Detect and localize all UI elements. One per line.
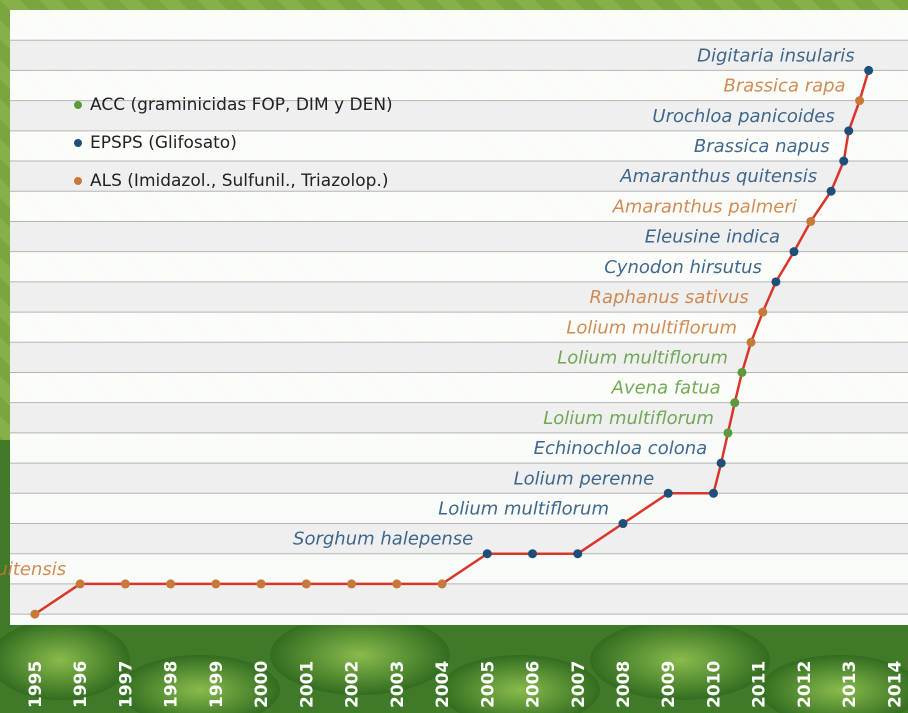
data-point (709, 489, 718, 498)
legend-marker (74, 177, 82, 185)
data-point (806, 217, 815, 226)
point-label: Digitaria insularis (697, 45, 855, 66)
grid-band (10, 584, 908, 614)
data-point (827, 187, 836, 196)
x-tick-label: 2005 (478, 661, 498, 708)
data-point (438, 579, 447, 588)
point-label: Raphanus sativus (590, 287, 749, 308)
point-label: Lolium perenne (514, 468, 655, 489)
point-label: Urochloa panicoides (652, 106, 834, 127)
data-point (76, 579, 85, 588)
data-point (664, 489, 673, 498)
x-tick-label: 2010 (704, 661, 724, 708)
point-label: Brassica rapa (724, 76, 846, 97)
data-point (855, 96, 864, 105)
data-point (166, 579, 175, 588)
point-label: Lolium multiflorum (438, 499, 609, 520)
x-tick-label: 2004 (433, 661, 453, 708)
data-point (789, 247, 798, 256)
data-point (737, 368, 746, 377)
data-point (392, 579, 401, 588)
data-point (302, 579, 311, 588)
x-tick-label: 2000 (252, 661, 272, 708)
data-point (747, 338, 756, 347)
data-point (528, 549, 537, 558)
point-label: Amaranthus quitensis (0, 559, 66, 580)
grid-band (10, 403, 908, 433)
x-tick-label: 2001 (297, 661, 317, 708)
point-label: Brassica napus (694, 136, 830, 157)
point-label: Lolium multiflorum (566, 317, 737, 338)
x-tick-label: 2006 (524, 661, 544, 708)
x-tick-label: 1999 (207, 661, 227, 708)
x-tick-label: 2012 (795, 661, 815, 708)
x-tick-label: 2007 (569, 661, 589, 708)
data-point (844, 126, 853, 135)
point-label: Echinochloa colona (534, 438, 708, 459)
page: {"chart_data":{"type":"line", "legend":[… (0, 0, 908, 713)
data-point (758, 308, 767, 317)
grid-band (10, 463, 908, 493)
x-tick-label: 2014 (885, 661, 905, 708)
x-tick-label: 2003 (388, 661, 408, 708)
data-point (717, 459, 726, 468)
data-point (573, 549, 582, 558)
data-point (864, 66, 873, 75)
legend-label: EPSPS (Glifosato) (90, 133, 237, 153)
grid-band (10, 342, 908, 372)
data-point (121, 579, 130, 588)
x-tick-label: 2002 (343, 661, 363, 708)
point-label: Amaranthus quitensis (619, 166, 817, 187)
point-label: Cynodon hirsutus (604, 257, 762, 278)
x-tick-label: 2008 (614, 661, 634, 708)
x-tick-label: 2013 (840, 661, 860, 708)
point-label: Eleusine indica (645, 227, 780, 248)
data-point (257, 579, 266, 588)
x-tick-label: 2009 (659, 661, 679, 708)
point-label: Lolium multiflorum (543, 408, 714, 429)
legend-label: ACC (graminicidas FOP, DIM y DEN) (90, 95, 393, 115)
point-label: Amaranthus palmeri (612, 196, 797, 217)
data-point (618, 519, 627, 528)
data-point (30, 610, 39, 619)
data-point (211, 579, 220, 588)
data-point (347, 579, 356, 588)
data-point (483, 549, 492, 558)
x-tick-label: 1997 (116, 661, 136, 708)
x-tick-label: 1995 (26, 661, 46, 708)
data-point (839, 157, 848, 166)
x-tick-label: 2011 (750, 661, 770, 708)
data-point (771, 277, 780, 286)
point-label: Sorghum halepense (293, 529, 473, 550)
data-point (730, 398, 739, 407)
data-point (723, 428, 732, 437)
x-tick-label: 1998 (162, 661, 182, 708)
point-label: Avena fatua (611, 378, 721, 399)
x-tick-label: 1996 (71, 661, 91, 708)
point-label: Lolium multiflorum (557, 347, 728, 368)
chart: 1995 1996 1997 1998 1999 2000 2001 2002 2003 2004… (0, 0, 908, 713)
legend-marker (74, 101, 82, 109)
legend-label: ALS (Imidazol., Sulfunil., Triazolop.) (90, 171, 388, 191)
legend-marker (74, 139, 82, 147)
